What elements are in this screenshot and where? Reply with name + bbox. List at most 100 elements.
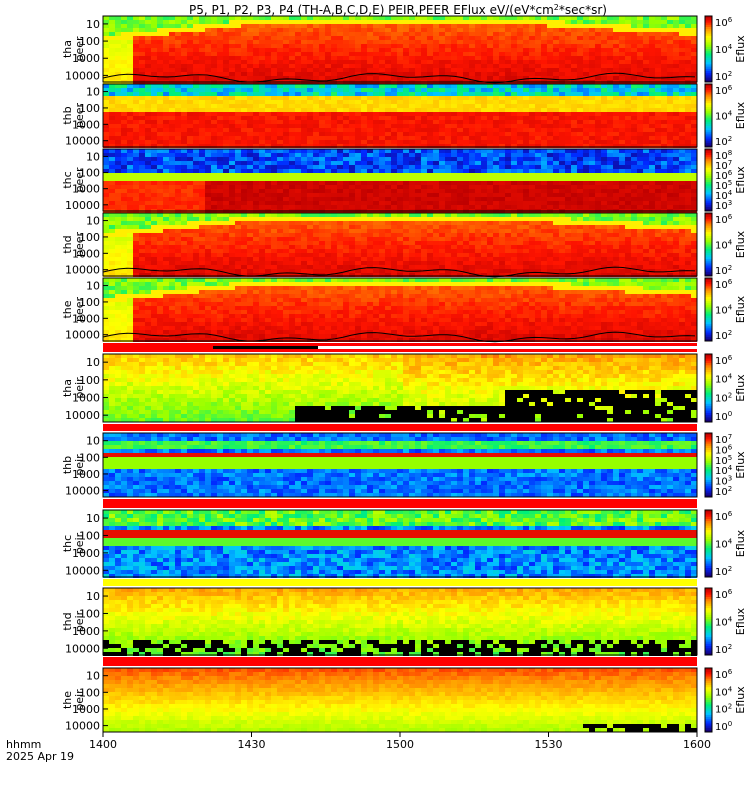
colorbar-step [705, 144, 712, 148]
colorbar-step [705, 363, 712, 366]
colorbar-step [705, 153, 712, 156]
colorbar-step [705, 412, 712, 416]
species-label: peir [73, 610, 86, 632]
colorbar-tick-label: 105 [715, 179, 732, 192]
colorbar-step [705, 38, 712, 41]
colorbar-step [705, 376, 712, 380]
colorbar-step [705, 356, 712, 360]
colorbar-step [705, 192, 712, 195]
y-tick-label: 10000 [65, 409, 100, 422]
colorbar-step [705, 634, 712, 638]
colorbar-step [705, 406, 712, 409]
y-tick-label: 10 [86, 435, 100, 448]
mode-bar [103, 499, 697, 508]
colorbar-step [705, 182, 712, 185]
colorbar-step [705, 372, 712, 375]
colorbar-step [705, 687, 712, 690]
colorbar-step [705, 167, 712, 171]
colorbar-tick-label: 108 [715, 149, 732, 162]
colorbar-label: Eflux [734, 295, 747, 323]
colorbar-step [705, 525, 712, 529]
colorbar-step [705, 229, 712, 233]
colorbar-step [705, 49, 712, 52]
colorbar-step [705, 334, 712, 338]
colorbar-step [705, 623, 712, 627]
colorbar-step [705, 527, 712, 531]
colorbar-step [705, 612, 712, 616]
colorbar-step [705, 77, 712, 81]
colorbar-step [705, 458, 712, 462]
spacecraft-potential-line [102, 266, 696, 278]
colorbar-frame [704, 353, 713, 423]
colorbar-step [705, 378, 712, 382]
colorbar-step [705, 399, 712, 403]
colorbar-step [705, 165, 712, 169]
colorbar-step [705, 541, 712, 544]
colorbar-step [705, 60, 712, 63]
colorbar-step [705, 86, 712, 89]
colorbar-step [705, 390, 712, 394]
colorbar-step [705, 132, 712, 135]
colorbar-step [705, 177, 712, 181]
colorbar-step [705, 40, 712, 43]
colorbar-step [705, 723, 712, 727]
colorbar-step [705, 171, 712, 175]
colorbar-step [705, 471, 712, 475]
colorbar-step [705, 401, 712, 405]
colorbar-step [705, 605, 712, 609]
probe-label: thc [61, 535, 74, 552]
colorbar-step [705, 484, 712, 487]
panel-frame [102, 277, 698, 342]
colorbar-step [705, 157, 712, 160]
colorbar-step [705, 79, 712, 83]
colorbar-step [705, 536, 712, 540]
colorbar-step [705, 646, 712, 649]
colorbar-label: Eflux [734, 230, 747, 258]
colorbar-tick-label: 104 [715, 239, 733, 252]
colorbar-step [705, 142, 712, 146]
colorbar-label: Eflux [734, 166, 747, 194]
colorbar-step [705, 22, 712, 26]
colorbar-step [705, 488, 712, 492]
colorbar-tick-label: 102 [715, 329, 732, 342]
species-label: peir [73, 689, 86, 711]
colorbar-step [705, 296, 712, 300]
colorbar-step [705, 693, 712, 697]
colorbar-tick-label: 102 [715, 70, 732, 83]
colorbar-step [705, 408, 712, 412]
y-tick-label: 10000 [65, 69, 100, 82]
colorbar-tick-label: 102 [715, 643, 732, 656]
species-label: peir [73, 454, 86, 476]
colorbar-step [705, 668, 712, 671]
colorbar-step [705, 682, 712, 686]
colorbar-step [705, 20, 712, 24]
colorbar-step [705, 437, 712, 440]
species-label: peir [73, 532, 86, 554]
colorbar-step [705, 225, 712, 229]
mode-bar-segment [213, 346, 318, 349]
colorbar-step [705, 68, 712, 72]
colorbar-step [705, 200, 712, 204]
colorbar-step [705, 574, 712, 578]
colorbar-step [705, 360, 712, 364]
colorbar-step [705, 721, 712, 724]
colorbar-tick-label: 100 [715, 410, 732, 423]
colorbar-step [705, 90, 712, 93]
colorbar-step [705, 261, 712, 264]
colorbar-step [705, 397, 712, 400]
colorbar-step [705, 102, 712, 106]
colorbar-frame [704, 277, 713, 342]
y-tick-label: 10 [86, 512, 100, 525]
colorbar-step [705, 206, 712, 210]
colorbar-label: Eflux [734, 35, 747, 63]
colorbar-tick-label: 104 [715, 616, 733, 629]
colorbar-step [705, 31, 712, 35]
colorbar-step [705, 556, 712, 560]
colorbar-step [705, 394, 712, 398]
colorbar-step [705, 244, 712, 248]
colorbar-step [705, 18, 712, 21]
colorbar-step [705, 66, 712, 70]
colorbar-step [705, 712, 712, 716]
